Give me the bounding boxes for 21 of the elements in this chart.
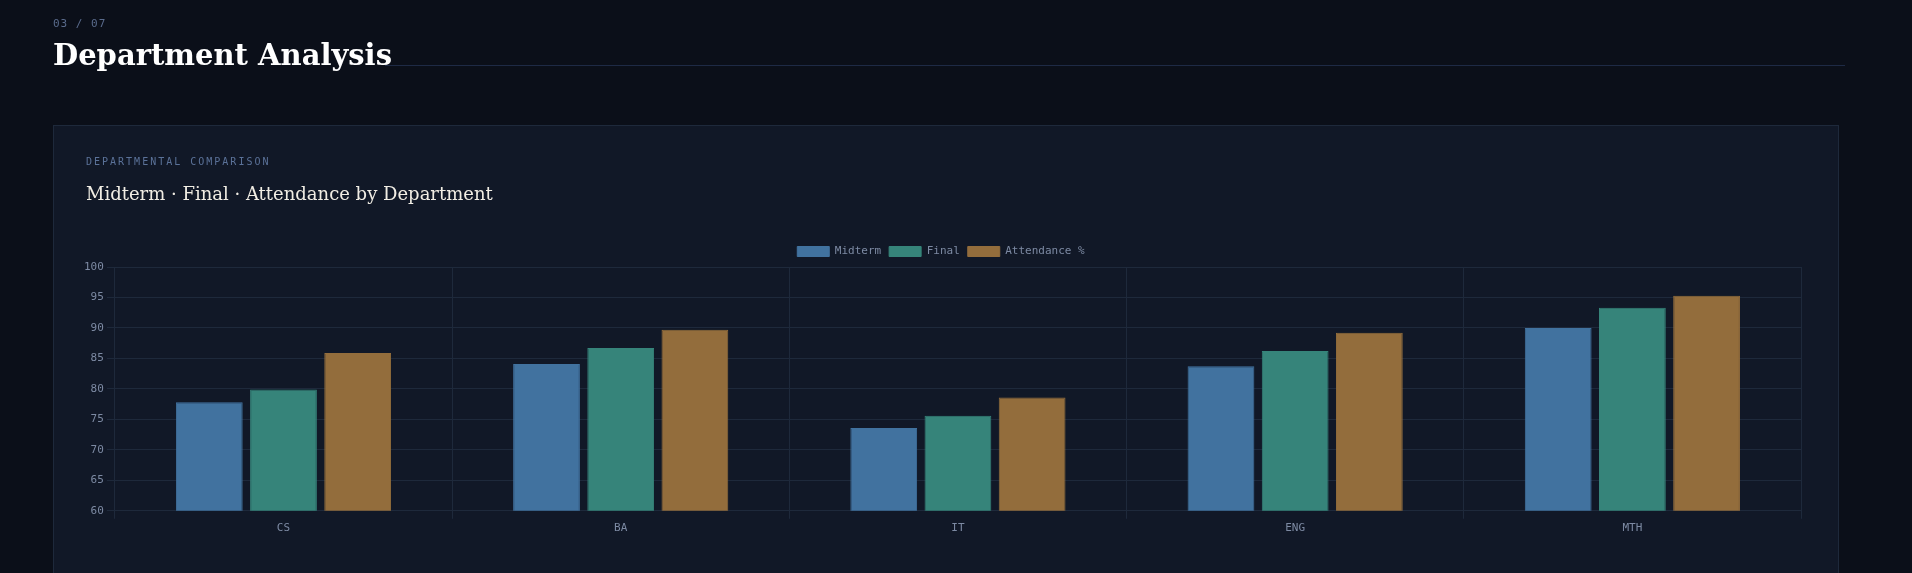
x-tick-label: CS (276, 521, 291, 535)
y-tick-label: 70 (90, 442, 104, 456)
chart-subtitle: DEPARTMENTAL COMPARISON (86, 156, 271, 167)
y-tick-label: 90 (90, 320, 104, 334)
x-tick-label: ENG (1285, 521, 1306, 535)
y-tick-label: 80 (90, 381, 104, 395)
y-tick-label: 65 (90, 473, 104, 487)
y-tick-label: 60 (90, 503, 104, 517)
x-tick-label: IT (951, 521, 965, 535)
x-tick-label: MTH (1622, 521, 1643, 535)
x-tick-label: BA (614, 521, 628, 535)
text: Department Analysis (53, 38, 392, 72)
text: 03 / 07 (53, 17, 107, 30)
legend-label: Final (926, 244, 960, 258)
legend-label: Attendance % (1005, 244, 1086, 258)
y-tick-label: 85 (90, 351, 104, 365)
chart-title: Midterm · Final · Attendance by Department (86, 183, 493, 204)
y-tick-label: 95 (90, 290, 104, 304)
legend-label: Midterm (834, 244, 882, 258)
y-tick-label: 75 (90, 412, 104, 426)
y-tick-label: 100 (83, 259, 104, 273)
